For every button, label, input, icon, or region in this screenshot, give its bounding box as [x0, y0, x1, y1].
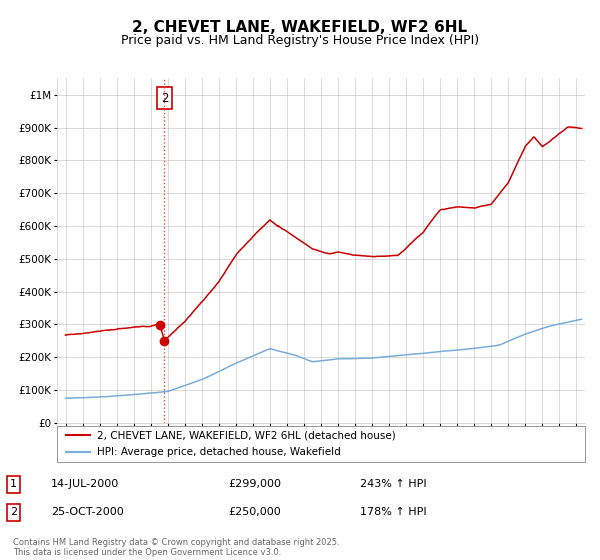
Text: £299,000: £299,000: [228, 479, 281, 489]
Text: 178% ↑ HPI: 178% ↑ HPI: [360, 507, 427, 517]
Text: Contains HM Land Registry data © Crown copyright and database right 2025.
This d: Contains HM Land Registry data © Crown c…: [13, 538, 340, 557]
Text: 243% ↑ HPI: 243% ↑ HPI: [360, 479, 427, 489]
Text: 2: 2: [161, 92, 168, 105]
Text: 2: 2: [10, 507, 17, 517]
Text: £250,000: £250,000: [228, 507, 281, 517]
Text: 2, CHEVET LANE, WAKEFIELD, WF2 6HL (detached house): 2, CHEVET LANE, WAKEFIELD, WF2 6HL (deta…: [97, 431, 395, 440]
Text: 25-OCT-2000: 25-OCT-2000: [51, 507, 124, 517]
Text: 14-JUL-2000: 14-JUL-2000: [51, 479, 119, 489]
Text: HPI: Average price, detached house, Wakefield: HPI: Average price, detached house, Wake…: [97, 447, 340, 457]
Text: Price paid vs. HM Land Registry's House Price Index (HPI): Price paid vs. HM Land Registry's House …: [121, 34, 479, 46]
Text: 2, CHEVET LANE, WAKEFIELD, WF2 6HL: 2, CHEVET LANE, WAKEFIELD, WF2 6HL: [133, 20, 467, 35]
Text: 1: 1: [10, 479, 17, 489]
